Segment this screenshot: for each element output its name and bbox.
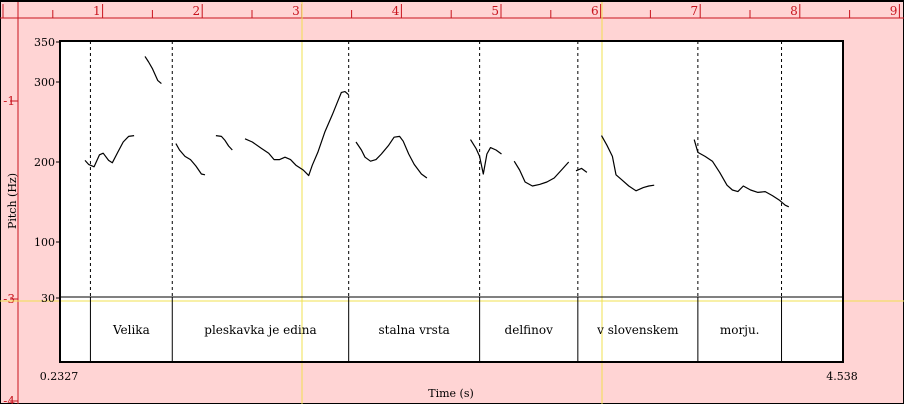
- left-ruler-label: -1: [3, 94, 15, 108]
- left-ruler: -1 -3 -4: [3, 2, 19, 404]
- pitch-contour-5: [244, 90, 350, 177]
- pitch-contour-8: [513, 160, 570, 187]
- y-tick-label: 300: [34, 76, 55, 89]
- top-ruler-label: 7: [691, 4, 699, 18]
- pitch-contour-1: [84, 135, 135, 168]
- left-ruler-label: -4: [3, 394, 15, 404]
- y-tick-label: 30: [41, 292, 55, 305]
- y-tick-label: 100: [34, 236, 55, 249]
- segment-label: v slovenskem: [596, 323, 679, 337]
- top-ruler-label: 5: [491, 4, 499, 18]
- y-axis-label: Pitch (Hz): [6, 173, 19, 229]
- pitch-contour-11: [693, 139, 790, 208]
- top-ruler-label: 1: [93, 4, 101, 18]
- y-tick-label: 350: [34, 36, 55, 49]
- segment-label: pleskavka je edina: [204, 323, 316, 337]
- top-ruler-label: 3: [292, 4, 300, 18]
- boundary-lines: [89, 41, 783, 362]
- top-ruler-label: 4: [392, 4, 400, 18]
- y-tick-label: 200: [34, 156, 55, 169]
- y-axis: 350 300 200 100 30: [34, 36, 60, 305]
- x-end-label: 4.538: [826, 370, 858, 383]
- pitch-contour-3: [175, 143, 206, 176]
- plot-border: [59, 40, 844, 363]
- pitch-contour-9: [575, 167, 588, 173]
- top-ruler: 1 2 3 4 5 6 7 8 9: [0, 4, 904, 19]
- segment-labels: Velika pleskavka je edina stalna vrsta delf…: [112, 323, 760, 337]
- segment-label: stalna vrsta: [378, 323, 449, 337]
- segment-label: Velika: [112, 323, 150, 337]
- segment-label: morju.: [720, 323, 760, 337]
- pitch-contour-4: [215, 135, 233, 151]
- pitch-contours: [84, 56, 790, 208]
- plot-area: [60, 41, 843, 362]
- left-ruler-label: -3: [3, 292, 15, 306]
- x-axis-label: Time (s): [428, 387, 474, 400]
- top-ruler-label: 9: [890, 4, 898, 18]
- top-ruler-label: 2: [193, 4, 201, 18]
- top-ruler-label: 6: [591, 4, 599, 18]
- pitch-contour-6: [355, 135, 428, 179]
- segment-label: delfinov: [505, 323, 554, 337]
- top-ruler-label: 8: [790, 4, 798, 18]
- pitch-contour-10: [600, 135, 655, 192]
- pitch-contour-2: [144, 56, 162, 85]
- x-start-label: 0.2327: [40, 370, 79, 383]
- pitch-contour-7: [469, 139, 502, 175]
